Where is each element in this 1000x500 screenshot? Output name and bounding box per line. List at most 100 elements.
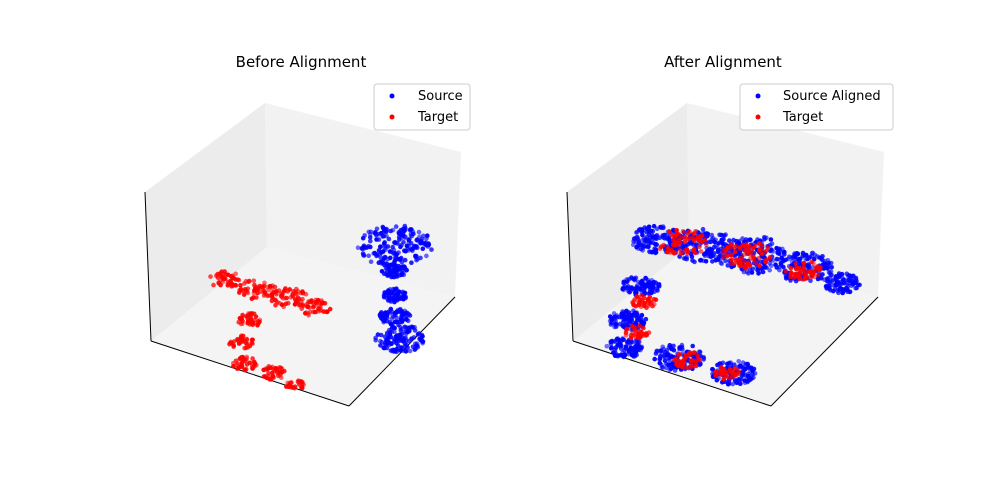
data-point [689,364,694,370]
data-point [706,248,712,253]
data-point [706,253,711,259]
data-point [738,381,743,387]
data-point [409,336,414,342]
data-point [368,259,374,265]
data-point [783,257,789,263]
data-point [656,282,662,287]
data-point [722,370,727,376]
data-point [401,272,407,278]
data-point [847,273,852,278]
data-point [713,237,718,243]
data-point [711,251,717,256]
data-point [241,292,247,297]
data-point [691,246,697,252]
data-point [695,235,701,240]
data-point [240,288,246,294]
data-point [732,249,738,255]
data-point [631,333,636,338]
data-point [236,365,242,370]
data-point [844,286,850,291]
data-point [759,251,765,257]
data-point [651,223,657,229]
data-point [765,245,771,251]
data-point [741,258,747,264]
data-point [802,274,808,280]
data-point [672,236,678,241]
y-axis-line [770,296,879,407]
data-point [770,249,776,254]
data-point [650,228,656,234]
data-point [847,289,853,295]
data-point [775,250,781,256]
data-point [790,271,795,277]
data-point [680,229,686,234]
data-point [222,269,227,274]
data-point [729,261,734,267]
data-point [825,276,830,282]
data-point [402,341,408,346]
data-point [803,257,808,262]
data-point [387,262,393,268]
data-point [373,335,378,341]
data-point [763,259,768,264]
data-point [609,320,614,326]
data-point [406,240,412,245]
data-point [674,231,680,236]
data-point [278,365,284,371]
data-point [720,254,726,259]
data-point [665,245,671,251]
data-point [764,265,769,270]
data-point [670,227,676,233]
data-point [744,262,749,268]
data-point [704,231,710,237]
data-point [729,371,735,376]
data-point [409,247,414,252]
data-point [232,339,237,344]
data-point [398,294,403,300]
data-point [721,376,726,382]
data-point [402,336,407,342]
data-point [620,309,625,314]
data-point [303,311,308,316]
data-point [690,258,695,263]
data-point [824,284,830,289]
data-point [654,226,660,232]
data-point [374,226,380,232]
scatter-points [208,223,434,391]
data-point [421,241,426,246]
data-point [734,380,739,386]
data-point [828,269,834,274]
data-point [715,249,721,255]
data-point [415,237,420,242]
data-point [401,317,406,323]
data-point [719,240,725,245]
data-point [646,244,651,250]
data-point [756,241,762,246]
data-point [737,363,743,369]
data-point [664,236,670,242]
data-point [741,269,747,275]
data-point [672,368,678,373]
data-point [624,279,630,285]
data-point [255,321,261,326]
data-point [384,267,390,273]
data-point [393,319,399,325]
data-point [251,290,257,296]
data-point [646,330,652,335]
data-point [740,236,745,241]
data-point [722,247,727,253]
data-point [623,345,628,351]
data-point [713,369,719,374]
data-point [701,357,706,362]
data-point [252,317,257,323]
data-point [715,362,720,368]
data-point [713,258,719,263]
legend-marker-source-aligned [755,93,761,99]
data-point [378,311,383,317]
data-point [236,319,241,325]
data-point [245,319,251,325]
data-point [624,286,629,291]
data-point [215,271,220,277]
data-point [697,349,703,355]
data-point [379,269,385,274]
